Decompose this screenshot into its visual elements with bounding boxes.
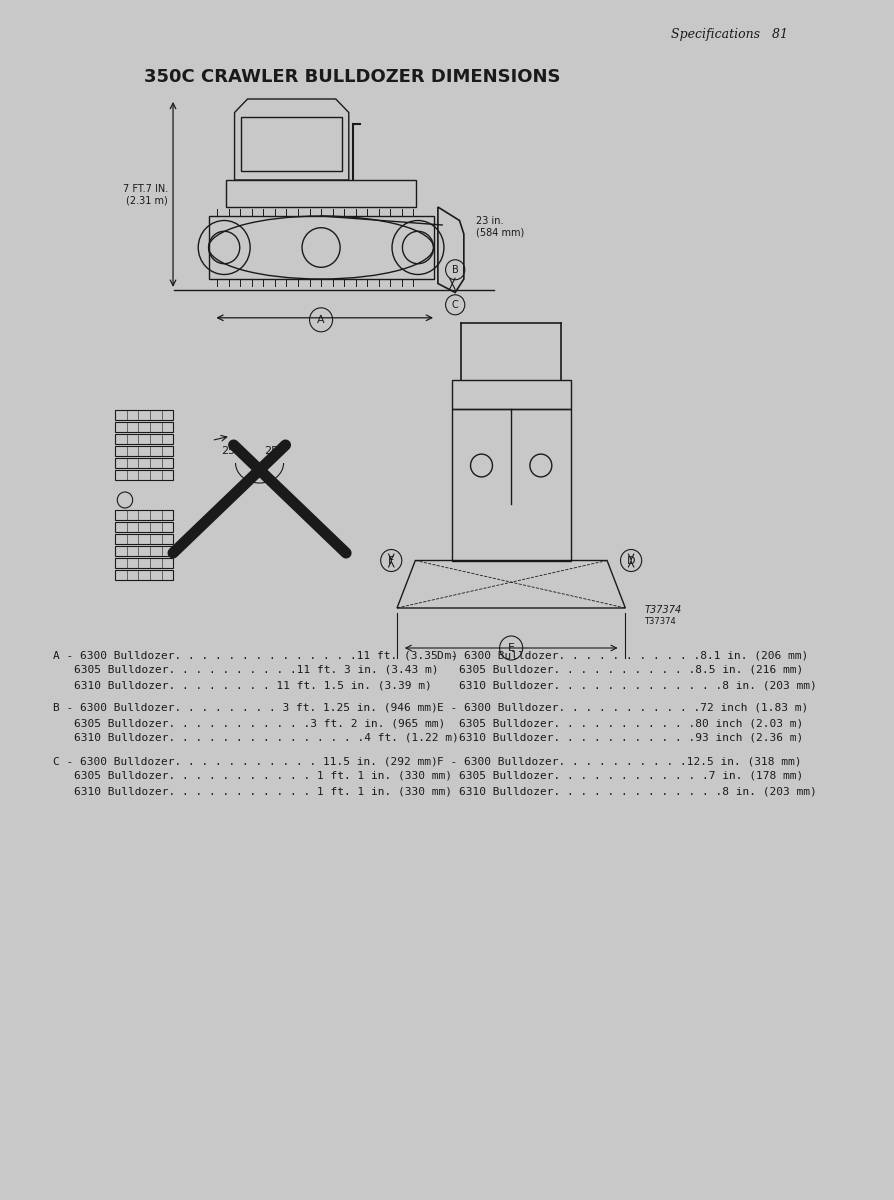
Bar (115, 422, 173, 432)
Text: A: A (317, 314, 325, 325)
Bar (115, 470, 173, 480)
Text: 25°: 25° (221, 446, 240, 456)
Text: F: F (388, 556, 394, 565)
Bar (115, 570, 173, 580)
Bar (451, 408, 570, 560)
Text: B: B (451, 265, 459, 275)
Text: 7 FT.7 IN.
(2.31 m): 7 FT.7 IN. (2.31 m) (123, 184, 168, 205)
Bar (208, 216, 434, 278)
Text: T37374: T37374 (644, 605, 681, 614)
Text: 6305 Bulldozer. . . . . . . . . . . .7 in. (178 mm): 6305 Bulldozer. . . . . . . . . . . .7 i… (459, 770, 803, 781)
Text: F - 6300 Bulldozer. . . . . . . . . .12.5 in. (318 mm): F - 6300 Bulldozer. . . . . . . . . .12.… (437, 756, 802, 766)
Text: 6305 Bulldozer. . . . . . . . . . . 1 ft. 1 in. (330 mm): 6305 Bulldozer. . . . . . . . . . . 1 ft… (74, 770, 452, 781)
Text: 6310 Bulldozer. . . . . . . . 11 ft. 1.5 in. (3.39 m): 6310 Bulldozer. . . . . . . . 11 ft. 1.5… (74, 680, 432, 690)
Text: C - 6300 Bulldozer. . . . . . . . . . . 11.5 in. (292 mm): C - 6300 Bulldozer. . . . . . . . . . . … (53, 756, 438, 766)
Bar (115, 534, 173, 544)
Text: 6310 Bulldozer. . . . . . . . . . . . .8 in. (203 mm): 6310 Bulldozer. . . . . . . . . . . . .8… (459, 680, 816, 690)
Bar (226, 180, 417, 206)
Bar (115, 510, 173, 520)
Text: 6305 Bulldozer. . . . . . . . . . .80 inch (2.03 m): 6305 Bulldozer. . . . . . . . . . .80 in… (459, 718, 803, 728)
Bar (241, 116, 342, 170)
Text: B - 6300 Bulldozer. . . . . . . . 3 ft. 1.25 in. (946 mm): B - 6300 Bulldozer. . . . . . . . 3 ft. … (53, 703, 438, 713)
Text: 6305 Bulldozer. . . . . . . . . .11 ft. 3 in. (3.43 m): 6305 Bulldozer. . . . . . . . . .11 ft. … (74, 665, 439, 674)
Text: 6310 Bulldozer. . . . . . . . . . . . .8 in. (203 mm): 6310 Bulldozer. . . . . . . . . . . . .8… (459, 786, 816, 796)
Text: T37374: T37374 (644, 617, 676, 626)
Bar (115, 446, 173, 456)
Text: 6310 Bulldozer. . . . . . . . . . . 1 ft. 1 in. (330 mm): 6310 Bulldozer. . . . . . . . . . . 1 ft… (74, 786, 452, 796)
Text: D: D (627, 556, 636, 565)
Text: E - 6300 Bulldozer. . . . . . . . . . .72 inch (1.83 m): E - 6300 Bulldozer. . . . . . . . . . .7… (437, 703, 809, 713)
Bar (115, 434, 173, 444)
Text: D - 6300 Bulldozer. . . . . . . . . . .8.1 in. (206 mm): D - 6300 Bulldozer. . . . . . . . . . .8… (437, 650, 809, 660)
Text: 6310 Bulldozer. . . . . . . . . . . . . . .4 ft. (1.22 m): 6310 Bulldozer. . . . . . . . . . . . . … (74, 733, 459, 743)
Bar (115, 410, 173, 420)
Text: A - 6300 Bulldozer. . . . . . . . . . . . . .11 ft. (3.35 m): A - 6300 Bulldozer. . . . . . . . . . . … (53, 650, 458, 660)
Text: C: C (451, 300, 459, 310)
Text: 6305 Bulldozer. . . . . . . . . . .8.5 in. (216 mm): 6305 Bulldozer. . . . . . . . . . .8.5 i… (459, 665, 803, 674)
Text: 6305 Bulldozer. . . . . . . . . . .3 ft. 2 in. (965 mm): 6305 Bulldozer. . . . . . . . . . .3 ft.… (74, 718, 445, 728)
Bar (115, 458, 173, 468)
Bar (115, 558, 173, 568)
Bar (115, 546, 173, 556)
Text: Specifications   81: Specifications 81 (671, 28, 789, 41)
Text: 25°: 25° (265, 446, 284, 456)
Text: 350C CRAWLER BULLDOZER DIMENSIONS: 350C CRAWLER BULLDOZER DIMENSIONS (144, 68, 561, 86)
Bar (115, 522, 173, 532)
Text: E: E (508, 643, 515, 653)
Text: 23 in.
(584 mm): 23 in. (584 mm) (477, 216, 525, 238)
Text: 6310 Bulldozer. . . . . . . . . . .93 inch (2.36 m): 6310 Bulldozer. . . . . . . . . . .93 in… (459, 733, 803, 743)
